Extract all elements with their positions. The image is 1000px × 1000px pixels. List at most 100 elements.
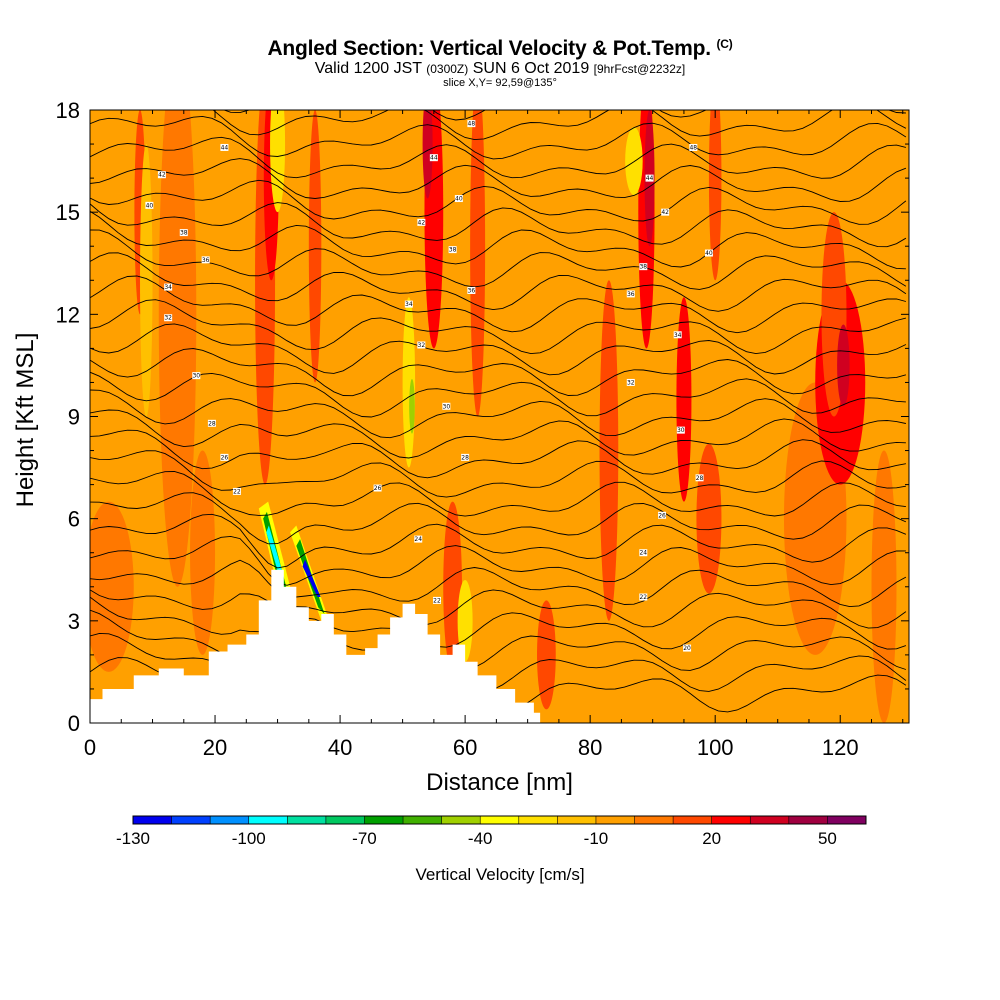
theta-contour <box>90 429 906 479</box>
y-tick-label: 9 <box>68 405 80 430</box>
contour-label: 40 <box>146 202 154 209</box>
velocity-streak <box>308 110 322 383</box>
contour-label-bg <box>417 218 426 226</box>
contour-label-bg <box>429 154 438 162</box>
colorbar-swatch <box>171 816 211 824</box>
contour-label: 26 <box>221 454 229 461</box>
velocity-streak <box>871 450 897 723</box>
theta-contour <box>90 371 906 418</box>
contour-label: 34 <box>405 301 413 308</box>
colorbar-frame <box>132 815 867 825</box>
contour-label: 44 <box>430 155 438 162</box>
contour-label-bg <box>683 644 692 652</box>
contour-label: 28 <box>696 475 704 482</box>
y-tick-label: 6 <box>68 507 80 532</box>
x-tick-label: 100 <box>697 735 734 760</box>
valid-date: SUN 6 Oct 2019 <box>472 60 590 77</box>
x-tick-label: 0 <box>84 735 96 760</box>
velocity-streak <box>676 297 692 502</box>
colorbar-swatch <box>518 816 558 824</box>
contour-label: 40 <box>455 196 463 203</box>
chart-valid-line: Valid 1200 JST (0300Z) SUN 6 Oct 2019 [9… <box>0 60 1000 78</box>
colorbar-swatch <box>403 816 442 824</box>
forecast-info: [9hrFcst@2232z] <box>593 62 686 76</box>
contour-label: 26 <box>658 512 666 519</box>
contour-label: 36 <box>468 287 476 294</box>
contour-label: 36 <box>627 291 635 298</box>
y-tick-label: 3 <box>68 609 80 634</box>
contour-label: 36 <box>202 257 210 264</box>
colorbar-swatch <box>248 816 288 824</box>
colorbar-swatch <box>634 816 674 824</box>
y-tick-label: 18 <box>56 98 80 123</box>
contour-label-bg <box>661 208 670 216</box>
velocity-streak <box>140 144 153 417</box>
colorbar-swatch <box>557 816 597 824</box>
theta-contour-labels: 44 42 40 38 36 34 32 30 28 26 22 48 44 40 42 38 36 34 32 30… <box>145 120 713 652</box>
theta-contour <box>90 409 906 459</box>
contour-label: 42 <box>418 219 426 226</box>
contour-label-bg <box>695 474 704 482</box>
velocity-streak <box>490 110 541 451</box>
contour-label: 42 <box>661 209 669 216</box>
colorbar-swatch <box>595 816 635 824</box>
velocity-streak <box>270 110 286 213</box>
theta-contour <box>90 53 906 100</box>
theta-contour <box>90 389 906 439</box>
contour-label: 48 <box>468 121 476 128</box>
plot-area: 44 42 40 38 36 34 32 30 28 26 22 48 44 40 42 38 36 34 32 30… <box>90 53 909 723</box>
velocity-streak <box>708 110 722 281</box>
y-tick-label: 12 <box>56 302 80 327</box>
theta-contour <box>90 210 906 270</box>
contour-label: 40 <box>705 250 713 257</box>
y-tick-label: 15 <box>56 200 80 225</box>
contour-label-bg <box>373 484 382 492</box>
contour-label-bg <box>417 341 426 349</box>
contour-label-bg <box>626 378 635 386</box>
contour-label-bg <box>201 256 210 264</box>
contour-label-bg <box>164 314 173 322</box>
contour-label-bg <box>145 201 154 209</box>
contour-label-bg <box>448 246 457 254</box>
contour-label-bg <box>626 290 635 298</box>
contour-label: 38 <box>639 264 647 271</box>
downdraft-band <box>302 559 321 597</box>
theta-contour <box>90 513 907 569</box>
contour-label-bg <box>157 171 166 179</box>
contour-label: 34 <box>674 332 682 339</box>
contour-label: 26 <box>374 485 382 492</box>
contour-label: 34 <box>164 284 172 291</box>
contour-label-bg <box>704 249 713 257</box>
contour-label: 24 <box>639 550 647 557</box>
contour-label-bg <box>658 511 667 519</box>
contour-label-bg <box>639 263 648 271</box>
colorbar-swatch <box>827 816 867 824</box>
contour-label: 22 <box>233 488 241 495</box>
x-axis-label: Distance [nm] <box>426 769 573 796</box>
colorbar-swatch <box>210 816 250 824</box>
colorbar-tick-label: -10 <box>584 829 609 848</box>
colorbar-swatch <box>287 816 327 824</box>
contour-label-bg <box>673 331 682 339</box>
colorbar-tick-label: -100 <box>232 829 266 848</box>
y-axis-label: Height [Kft MSL] <box>12 333 39 508</box>
theta-contours <box>90 53 907 723</box>
colorbar-swatch <box>325 816 365 824</box>
contour-label: 44 <box>646 175 654 182</box>
contour-label: 20 <box>683 645 691 652</box>
colorbar-swatch <box>673 816 712 824</box>
x-tick-label: 120 <box>822 735 859 760</box>
chart-title: Angled Section: Vertical Velocity & Pot.… <box>0 37 1000 61</box>
contour-label-bg <box>207 419 216 427</box>
colorbar-swatch <box>480 816 520 824</box>
contour-label-bg <box>220 453 229 461</box>
theta-contour <box>90 299 907 355</box>
contour-label-bg <box>676 426 685 434</box>
contour-label-bg <box>639 549 648 557</box>
contour-label-bg <box>639 593 648 601</box>
theta-contour <box>90 115 907 160</box>
chart-title-mark: (C) <box>716 37 733 51</box>
contour-label-bg <box>432 596 441 604</box>
contour-label-bg <box>164 283 173 291</box>
